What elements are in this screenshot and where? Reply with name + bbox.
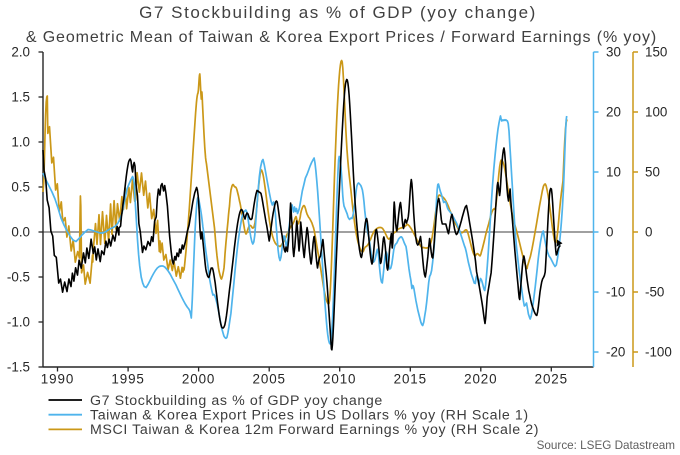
svg-text:1990: 1990 <box>41 372 74 387</box>
svg-text:-1.0: -1.0 <box>7 315 30 330</box>
svg-text:-0.5: -0.5 <box>7 270 30 285</box>
svg-text:Source: LSEG Datastream: Source: LSEG Datastream <box>537 439 675 452</box>
svg-text:2015: 2015 <box>394 372 427 387</box>
svg-text:10: 10 <box>606 165 621 180</box>
svg-text:-100: -100 <box>645 345 672 360</box>
svg-text:2000: 2000 <box>182 372 215 387</box>
svg-text:1.5: 1.5 <box>11 90 30 105</box>
svg-text:2020: 2020 <box>464 372 497 387</box>
svg-text:2025: 2025 <box>535 372 568 387</box>
svg-text:30: 30 <box>606 45 621 60</box>
svg-text:2.0: 2.0 <box>11 45 30 60</box>
svg-text:-1.5: -1.5 <box>7 360 30 375</box>
svg-text:0: 0 <box>645 225 652 240</box>
svg-text:& Geometric Mean of Taiwan & K: & Geometric Mean of Taiwan & Korea Expor… <box>26 29 657 46</box>
svg-text:0.0: 0.0 <box>11 225 30 240</box>
svg-text:150: 150 <box>645 45 667 60</box>
svg-text:-20: -20 <box>606 345 625 360</box>
svg-text:100: 100 <box>645 105 667 120</box>
svg-text:2010: 2010 <box>323 372 356 387</box>
svg-text:G7 Stockbuilding as % of GDP (: G7 Stockbuilding as % of GDP (yoy change… <box>139 3 537 22</box>
svg-text:0: 0 <box>606 225 613 240</box>
svg-text:-10: -10 <box>606 285 625 300</box>
svg-text:0.5: 0.5 <box>11 180 30 195</box>
svg-text:1995: 1995 <box>111 372 144 387</box>
svg-text:Taiwan & Korea Export Prices i: Taiwan & Korea Export Prices in US Dolla… <box>90 408 529 424</box>
svg-text:1.0: 1.0 <box>11 135 30 150</box>
svg-text:G7 Stockbuilding as % of GDP y: G7 Stockbuilding as % of GDP yoy change <box>90 393 383 409</box>
svg-text:MSCI Taiwan & Korea 12m Forwar: MSCI Taiwan & Korea 12m Forward Earnings… <box>90 422 539 438</box>
svg-text:50: 50 <box>645 165 660 180</box>
svg-text:-50: -50 <box>645 285 664 300</box>
svg-text:2005: 2005 <box>253 372 286 387</box>
svg-text:20: 20 <box>606 105 621 120</box>
